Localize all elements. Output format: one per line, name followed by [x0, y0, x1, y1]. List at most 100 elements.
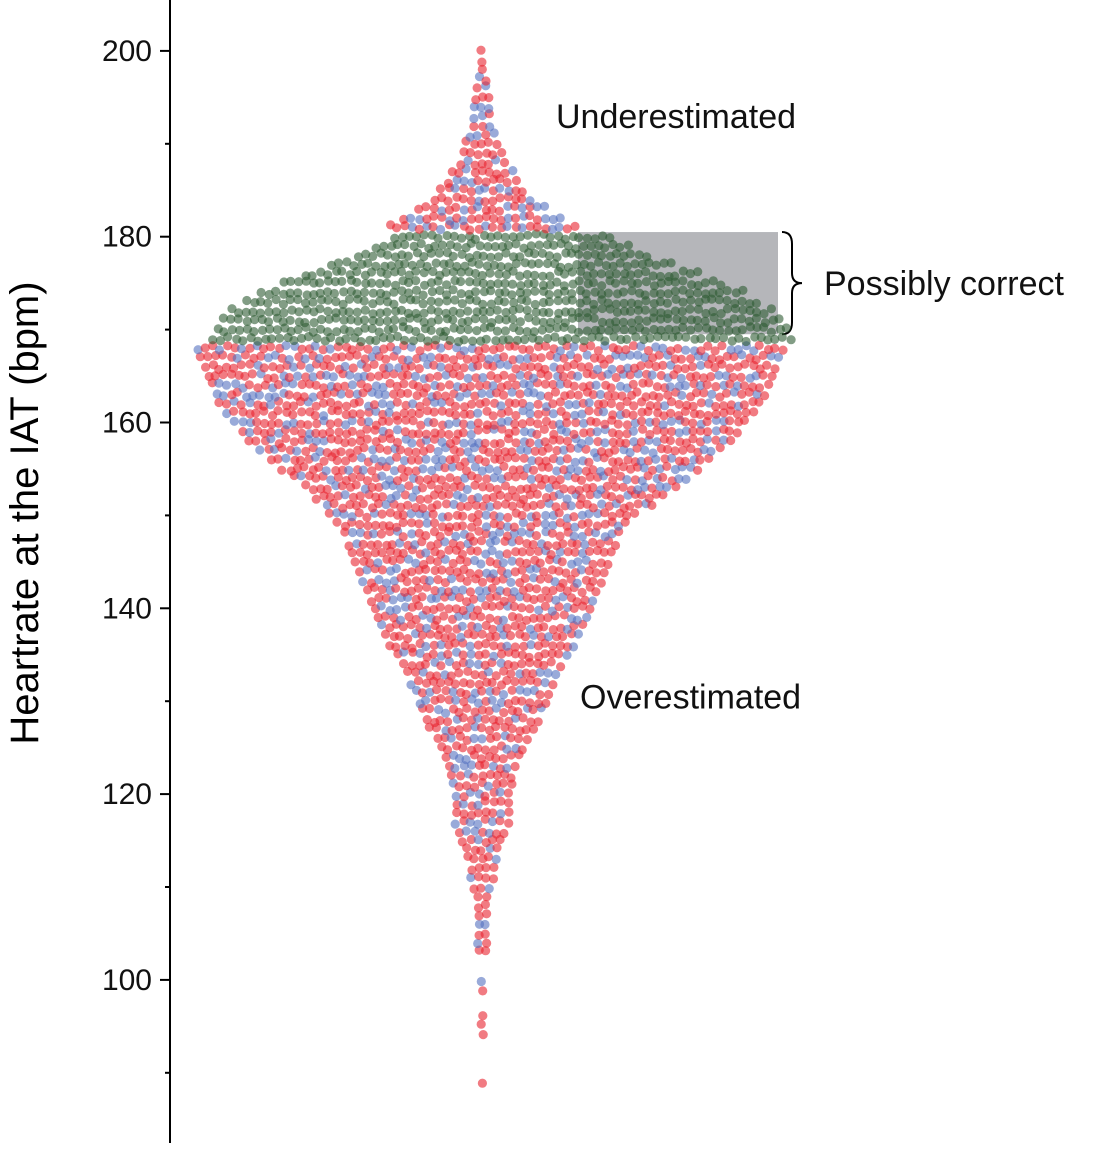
data-point [421, 383, 431, 393]
data-point [495, 438, 505, 449]
data-point [311, 428, 321, 438]
data-point [365, 372, 376, 382]
data-point [580, 540, 590, 550]
data-point [470, 826, 480, 836]
data-point [481, 177, 491, 187]
data-point [525, 221, 536, 231]
data-point [555, 364, 566, 374]
data-point [499, 828, 509, 839]
data-point [430, 241, 440, 251]
data-point [404, 481, 414, 491]
data-point [476, 883, 486, 893]
data-point [376, 529, 386, 539]
data-point [656, 325, 666, 335]
data-point [476, 723, 487, 733]
data-point [456, 276, 466, 287]
data-point [478, 251, 488, 261]
data-point [393, 331, 403, 342]
data-point [281, 453, 291, 463]
data-point [555, 456, 565, 466]
data-point [381, 354, 391, 364]
data-point [454, 168, 464, 178]
data-point [452, 807, 462, 818]
data-point [314, 353, 324, 364]
data-point [478, 1011, 488, 1021]
data-point [473, 698, 483, 708]
data-point [463, 373, 473, 383]
data-point [348, 409, 358, 419]
data-point [543, 668, 553, 678]
data-point [407, 661, 417, 671]
data-point [488, 624, 498, 635]
data-point [469, 884, 479, 894]
data-point [480, 343, 490, 354]
data-point [436, 661, 446, 671]
data-point [513, 707, 523, 717]
data-point [444, 380, 455, 390]
data-point [499, 157, 510, 168]
data-point [677, 390, 687, 400]
data-point [766, 304, 777, 314]
data-point [414, 364, 424, 374]
data-point [474, 526, 484, 536]
data-point [554, 566, 564, 576]
data-point [517, 419, 528, 429]
data-point [452, 417, 462, 428]
data-point [358, 539, 368, 550]
data-point [466, 872, 476, 883]
data-point [473, 150, 483, 160]
data-point [472, 131, 482, 141]
data-point [544, 593, 554, 603]
data-point [323, 306, 333, 316]
data-point [452, 261, 462, 272]
data-point [432, 615, 442, 625]
data-point [645, 333, 655, 343]
data-point [559, 269, 570, 279]
data-point [555, 346, 566, 356]
data-point [681, 474, 691, 484]
data-point [483, 159, 493, 169]
data-point [371, 492, 381, 502]
data-point [561, 568, 571, 578]
data-point [564, 262, 574, 272]
data-point [315, 288, 325, 298]
data-point [418, 299, 428, 309]
data-point [446, 671, 456, 681]
data-point [477, 57, 487, 67]
data-point [540, 437, 550, 447]
data-point [413, 676, 424, 686]
data-point [467, 399, 477, 409]
data-point [577, 409, 587, 419]
data-point [777, 332, 787, 342]
data-point [252, 417, 262, 427]
data-point [458, 605, 468, 616]
data-point [567, 485, 577, 495]
data-point [502, 744, 512, 754]
data-point [492, 484, 502, 494]
data-point [715, 443, 725, 453]
data-point [385, 475, 395, 485]
data-point [214, 345, 224, 355]
data-point [437, 586, 447, 596]
data-point [470, 391, 480, 401]
data-point [714, 295, 724, 305]
data-point [460, 261, 470, 271]
data-point [500, 232, 510, 242]
data-point [445, 335, 455, 345]
data-point [665, 382, 675, 392]
data-point [503, 569, 513, 579]
data-point [375, 278, 385, 289]
data-point [377, 471, 387, 481]
data-point [729, 314, 739, 324]
data-point [507, 501, 518, 511]
data-point [446, 733, 456, 743]
data-point [513, 733, 524, 744]
data-point [303, 420, 313, 430]
data-point [652, 425, 662, 435]
data-point [251, 436, 261, 446]
data-point [414, 429, 424, 439]
data-point [647, 500, 657, 510]
data-point [663, 390, 673, 400]
data-point [448, 538, 458, 549]
data-point [652, 382, 663, 392]
